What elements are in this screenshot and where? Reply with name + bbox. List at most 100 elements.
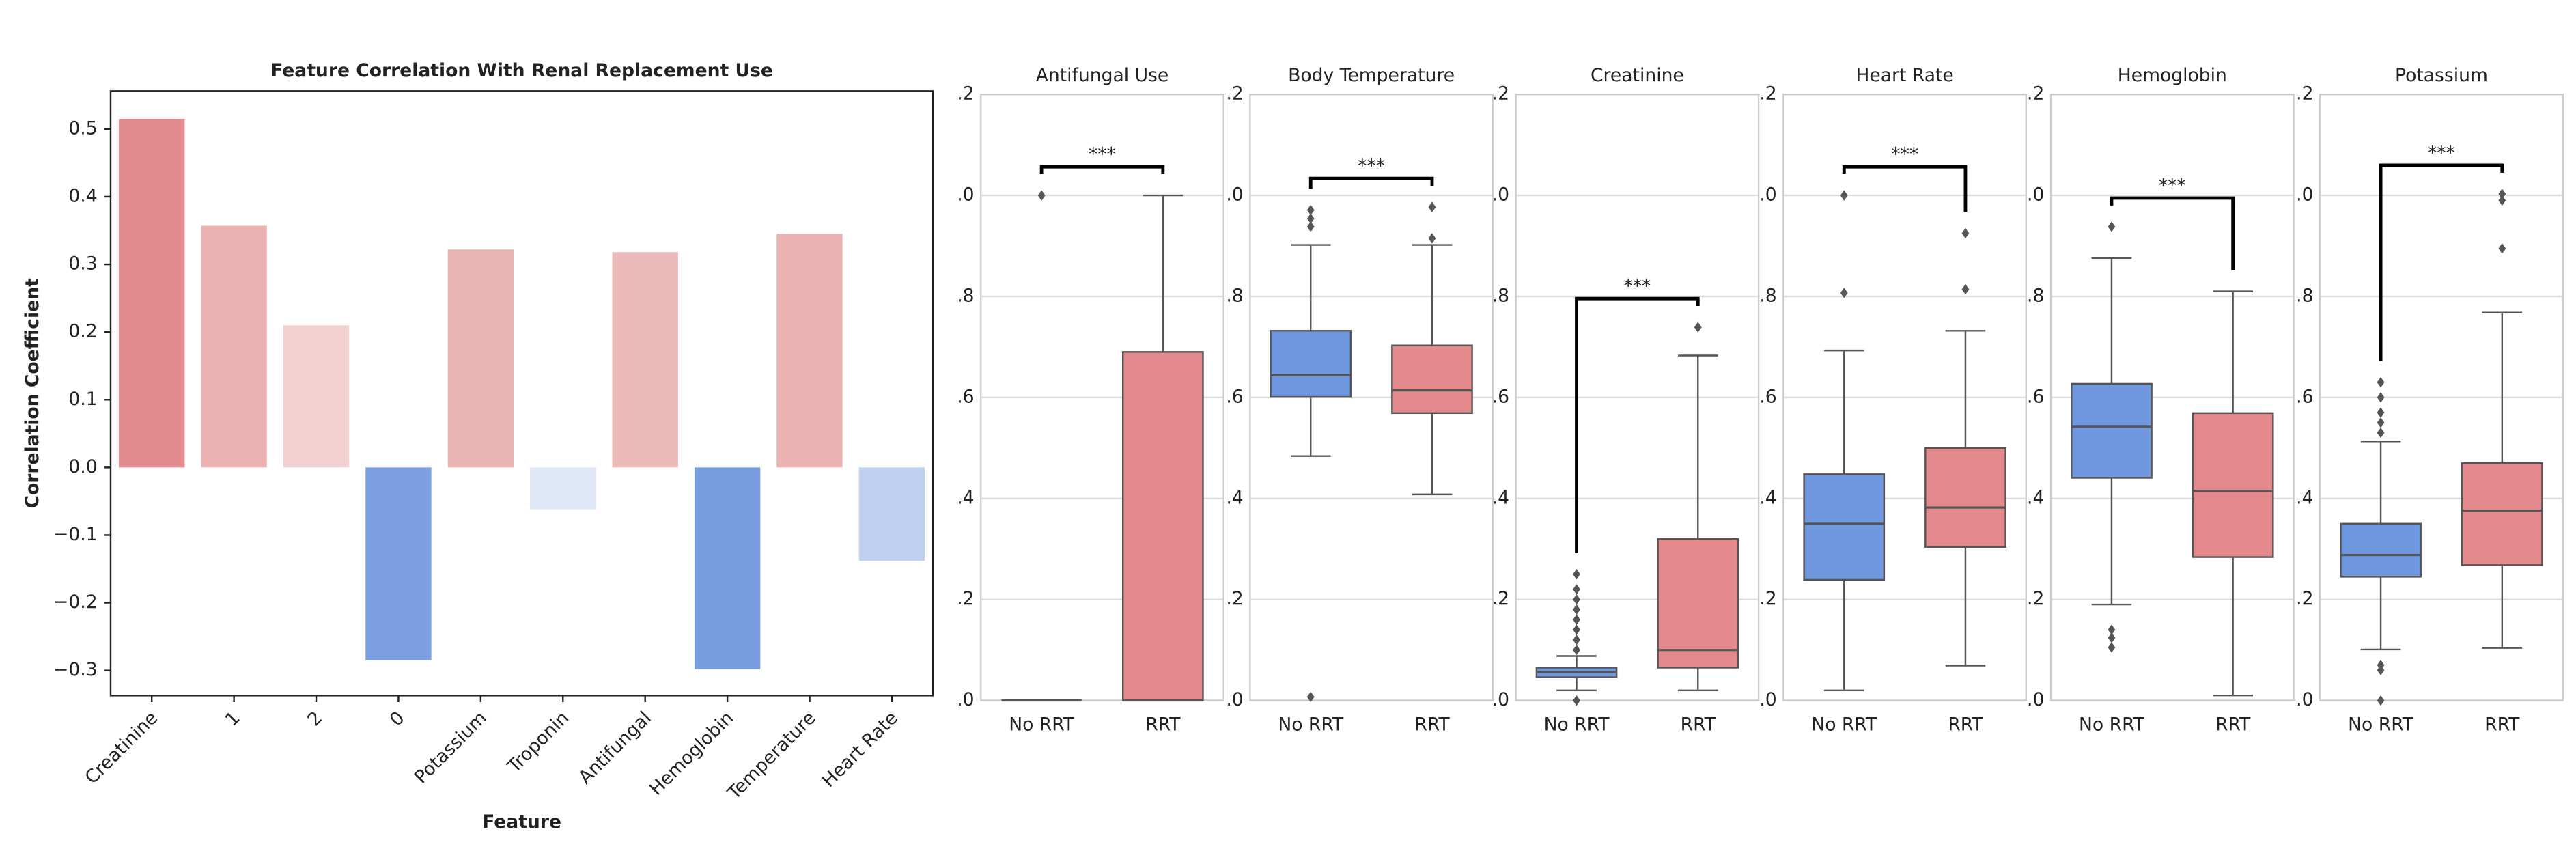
axes-frame [1249,93,1494,701]
y-tick-label: .2 [1759,83,1776,104]
outlier [1573,634,1580,645]
subplot-title: Heart Rate [1856,65,1953,86]
y-tick-label: .8 [1492,285,1509,306]
x-tick-label: No RRT [1544,714,1610,735]
y-tick-label: .2 [2027,83,2044,104]
y-tick-label: .4 [1759,487,1776,508]
box [1657,538,1739,669]
x-axis-label: Feature [482,811,561,833]
box [1270,330,1352,398]
outlier [1961,283,1970,295]
y-tick-label: .2 [2296,83,2313,104]
x-tick-label: No RRT [1811,714,1877,735]
y-tick-label: .4 [2027,487,2044,508]
outlier [1573,644,1580,656]
x-tick-label: No RRT [1278,714,1344,735]
outlier [2377,427,2385,438]
y-tick-label: −0.3 [53,659,98,680]
y-tick-label: .2 [2027,588,2044,609]
y-tick-label: 0.1 [68,389,97,410]
outlier [1306,213,1315,224]
x-tick-label: Troponin [503,708,574,778]
box [1924,447,2006,548]
bar [776,234,843,468]
outlier [2377,376,2385,388]
y-tick-label: .2 [1492,83,1509,104]
y-tick-label: 0.4 [68,185,97,206]
y-tick-label: 0.3 [68,253,97,275]
significance-label: *** [1089,144,1116,165]
x-tick-label: No RRT [1009,714,1075,735]
outlier [2108,221,2116,232]
x-tick-label: RRT [1681,714,1716,735]
axes-frame [2319,93,2564,701]
outlier [1573,624,1580,635]
x-tick-label: 0 [386,708,409,731]
y-tick-label: .0 [1492,689,1509,710]
y-tick-label: .0 [1759,184,1776,206]
axes-frame [980,93,1224,701]
outlier [1306,691,1315,703]
bar [201,225,267,468]
outlier [1037,190,1046,201]
outlier [1573,614,1580,626]
significance-label: *** [2159,176,2186,197]
x-tick-label: RRT [2484,714,2520,735]
box [2340,522,2422,578]
subplot-title: Antifungal Use [1036,65,1169,86]
bar [858,467,925,561]
significance-bracket [1308,176,1434,189]
outlier [1694,322,1702,333]
y-tick-label: .2 [957,588,974,609]
y-tick-label: .6 [1226,386,1243,407]
y-tick-label: .8 [1759,285,1776,306]
subplot-title: Creatinine [1591,65,1684,86]
x-tick-label: Creatinine [81,708,163,789]
chart-title: Feature Correlation With Renal Replaceme… [270,60,773,81]
y-tick-label: .0 [957,689,974,710]
y-tick-label: .8 [2027,285,2044,306]
x-tick-label: Heart Rate [818,708,902,792]
y-tick-label: .2 [957,83,974,104]
y-tick-label: .6 [2296,386,2313,407]
box [2071,382,2153,479]
subplot-title: Potassium [2395,65,2488,86]
y-tick-label: 0.2 [68,321,97,342]
x-tick-label: No RRT [2079,714,2145,735]
x-tick-label: 2 [303,708,326,731]
y-tick-label: .0 [1226,689,1243,710]
axes-frame [109,90,934,697]
significance-bracket [2110,196,2235,270]
significance-bracket [1842,165,1968,212]
y-tick-label: .6 [1492,386,1509,407]
outlier [2377,695,2385,706]
y-axis-label: Correlation Coefficient [22,278,43,509]
axes-frame [1515,93,1760,701]
subplot-title: Hemoglobin [2118,65,2227,86]
axes-frame [2049,93,2295,701]
y-tick-label: .4 [1492,487,1509,508]
x-tick-label: No RRT [2348,714,2414,735]
y-tick-label: .0 [2027,689,2044,710]
y-tick-label: .2 [1492,588,1509,609]
y-tick-label: .2 [1226,83,1243,104]
bar [694,467,761,669]
outlier [1840,190,1848,201]
bar [530,467,596,510]
significance-bracket [1575,296,1700,553]
y-tick-label: .0 [1492,184,1509,206]
y-tick-label: .4 [2296,487,2313,508]
significance-bracket [1039,165,1165,175]
y-tick-label: .8 [2296,285,2313,306]
bar [365,467,432,660]
outlier [2108,642,2116,653]
subplot-title: Body Temperature [1288,65,1455,86]
y-tick-label: .8 [1226,285,1243,306]
axes-frame [1782,93,2028,701]
outlier [2108,632,2116,643]
y-tick-label: 0.0 [68,456,97,477]
outlier [2377,407,2385,418]
x-tick-label: 1 [221,708,244,731]
x-tick-label: RRT [1145,714,1181,735]
box [1121,351,1204,701]
